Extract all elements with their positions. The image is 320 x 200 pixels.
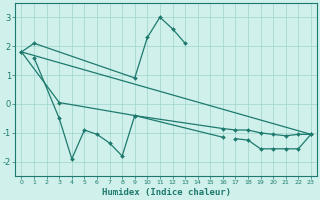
X-axis label: Humidex (Indice chaleur): Humidex (Indice chaleur) <box>102 188 231 197</box>
